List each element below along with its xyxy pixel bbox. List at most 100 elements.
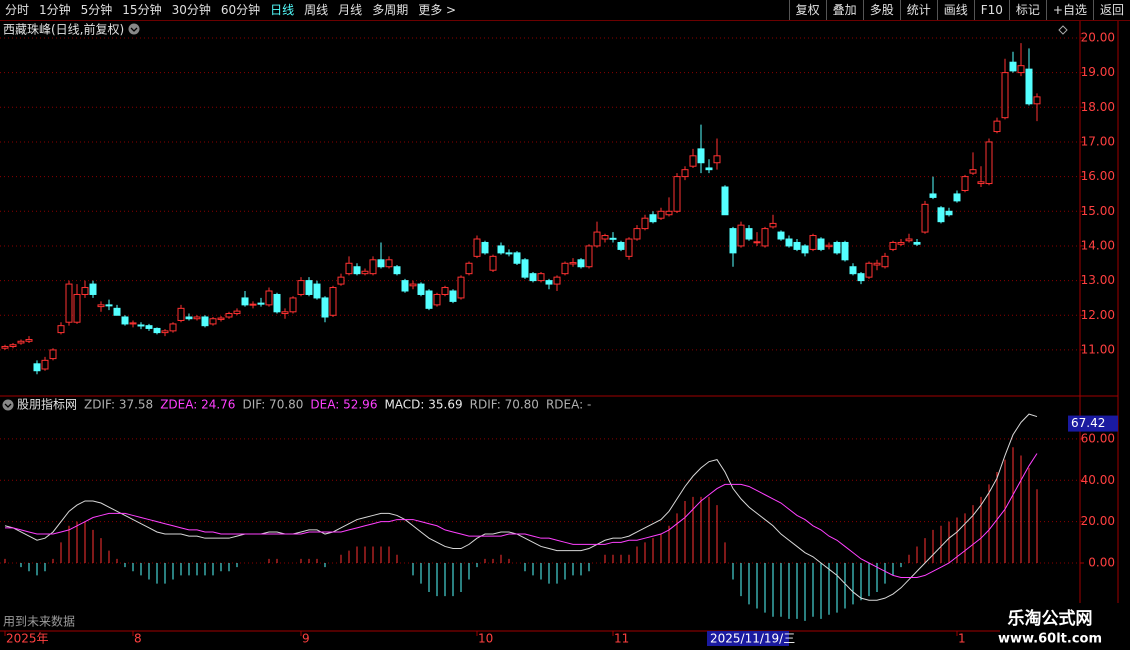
period-button[interactable]: 分时 [5, 3, 30, 17]
y-tick-label: 40.00 [1081, 473, 1115, 487]
candle-up [737, 224, 745, 247]
candle-up [689, 155, 697, 167]
candle-up [473, 238, 481, 257]
candle-up [961, 176, 969, 191]
candle-up [345, 262, 353, 275]
title-menu-icon[interactable] [128, 23, 140, 35]
toolbar: 分时 1分钟 5分钟 15分钟 30分钟 60分钟 日线 周线 月线 多周期 更多 > 复权 叠加 多股… [0, 0, 1130, 21]
candle-up [809, 235, 817, 250]
tool-button[interactable]: 叠加 [825, 0, 863, 20]
x-tick-label: 11 [614, 632, 629, 646]
candle-down [1025, 68, 1033, 105]
candle-down [857, 273, 865, 282]
diamond-icon[interactable] [1058, 25, 1068, 35]
candle-up [1, 345, 9, 349]
candle-down [705, 167, 713, 171]
candle-up [665, 210, 673, 216]
candle-up [233, 310, 241, 315]
candle-up [161, 330, 169, 334]
candle-up [297, 280, 305, 295]
candle-down [89, 283, 97, 295]
candle-up [633, 228, 641, 240]
candle-up [361, 270, 369, 275]
candle-down [393, 266, 401, 275]
tool-button[interactable]: 标记 [1008, 0, 1046, 20]
candle-up [553, 276, 561, 285]
candle-up [289, 297, 297, 313]
period-button[interactable]: 月线 [338, 3, 363, 17]
period-button[interactable]: 更多 > [418, 3, 457, 17]
candle-down [945, 210, 953, 216]
candle-up [409, 283, 417, 287]
y-tick-label: 11.00 [1081, 342, 1115, 356]
candle-down [849, 266, 857, 275]
period-button[interactable]: 周线 [304, 3, 329, 17]
candle-down [793, 241, 801, 250]
candle-down [785, 238, 793, 247]
candle-down [377, 259, 385, 268]
candle-up [601, 235, 609, 240]
candle-down [801, 245, 809, 254]
candle-up [441, 287, 449, 295]
candle-down [497, 245, 505, 254]
candle-up [457, 276, 465, 299]
candle-up [489, 255, 497, 271]
readout-bg [1068, 415, 1118, 432]
tool-button[interactable]: 多股 [862, 0, 900, 20]
y-tick-label: 14.00 [1081, 238, 1115, 252]
y-tick-label: 18.00 [1081, 100, 1115, 114]
legend-entry: DIF: 70.80 [242, 398, 303, 412]
watermark-url: www.60lt.com [998, 632, 1102, 647]
tool-button[interactable]: F10 [973, 0, 1009, 20]
candle-up [217, 317, 225, 320]
indicator-menu-icon[interactable] [2, 399, 14, 411]
period-button[interactable]: 60分钟 [220, 3, 261, 17]
candle-up [209, 318, 217, 325]
candle-down [121, 316, 129, 325]
candle-down [33, 363, 41, 372]
candle-up [249, 303, 257, 306]
tool-button[interactable]: 复权 [788, 0, 826, 20]
period-bar: 分时 1分钟 5分钟 15分钟 30分钟 60分钟 日线 周线 月线 多周期 更多 > [0, 0, 461, 20]
candle-down [321, 297, 329, 318]
period-button[interactable]: 15分钟 [122, 3, 162, 17]
readout-label: 67.42 [1071, 416, 1105, 430]
candle-up [625, 238, 633, 257]
candle-up [17, 340, 25, 344]
candle-down [841, 241, 849, 261]
tool-button[interactable]: 画线 [936, 0, 974, 20]
candle-up [193, 316, 201, 320]
tool-button[interactable]: +自选 [1045, 0, 1093, 20]
candle-down [817, 238, 825, 250]
candle-down [937, 207, 945, 223]
candle-down [609, 237, 617, 240]
period-button[interactable]: 多周期 [372, 3, 409, 17]
candle-up [329, 287, 337, 316]
watermark-title: 乐淘公式网 [1008, 608, 1093, 629]
tool-bar: 复权 叠加 多股 统计 画线 F10 标记 +自选 返回 [788, 0, 1130, 20]
candle-up [433, 293, 441, 306]
indicator-menu-arrow [4, 403, 12, 408]
period-button[interactable]: 5分钟 [80, 3, 113, 17]
period-button[interactable]: 30分钟 [171, 3, 211, 17]
y-tick-label: 20.00 [1081, 30, 1115, 44]
candle-up [713, 155, 721, 164]
candle-up [281, 311, 289, 315]
candle-down [521, 259, 529, 278]
candle-up [337, 276, 345, 285]
candle-down [449, 290, 457, 302]
tool-button[interactable]: 返回 [1092, 0, 1130, 20]
candle-up [905, 238, 913, 242]
candle-up [761, 228, 769, 247]
legend-entry: RDIF: 70.80 [470, 398, 539, 412]
y-tick-label: 15.00 [1081, 204, 1115, 218]
period-button[interactable]: 日线 [270, 3, 295, 17]
legend: 股朋指标网 ZDIF: 37.58 ZDEA: 24.76 DIF: 70.80 DEA… [17, 397, 591, 412]
candle-down [505, 252, 513, 255]
x-tick-label: 1 [958, 632, 966, 646]
candle-up [1017, 65, 1025, 74]
tool-button[interactable]: 统计 [899, 0, 937, 20]
period-button[interactable]: 1分钟 [39, 3, 71, 17]
candle-up [825, 244, 833, 248]
